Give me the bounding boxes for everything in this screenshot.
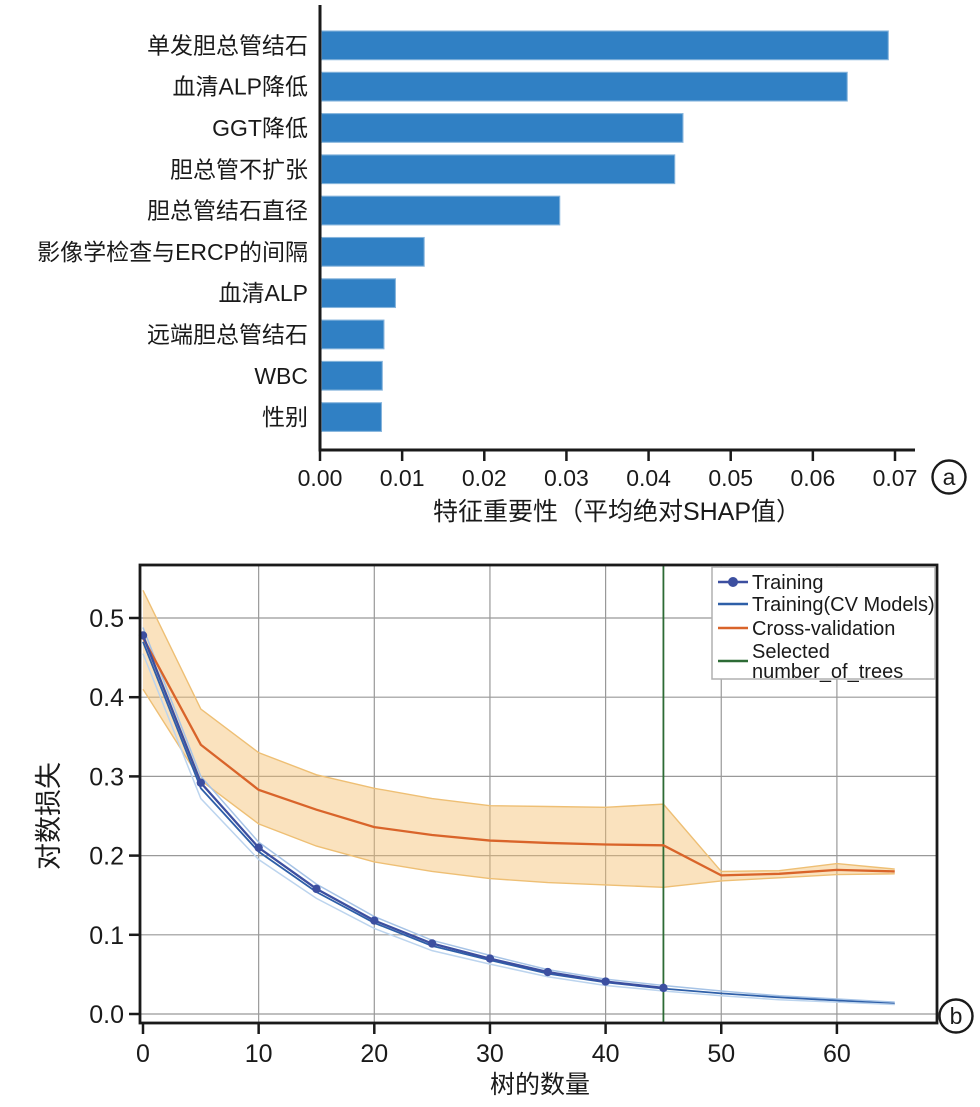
bar-1 bbox=[320, 71, 848, 102]
x-tick-label: 0.07 bbox=[873, 465, 918, 491]
panel-b-xaxis-title: 树的数量 bbox=[490, 1071, 590, 1099]
x-tick-label: 0.04 bbox=[626, 465, 671, 491]
x-tick-label: 0.06 bbox=[790, 465, 835, 491]
training-cv-strand-1 bbox=[142, 641, 895, 1005]
training-marker bbox=[601, 977, 610, 986]
bar-4 bbox=[320, 195, 561, 226]
bar-7 bbox=[320, 319, 385, 350]
legend-label-1: Training(CV Models) bbox=[752, 594, 935, 616]
x-tick-label: 0.01 bbox=[380, 465, 425, 491]
panel-b-logloss-line-chart: 0 10 20 30 40 50 60 0.0 0.1 0.2 0.3 0.4 0.5 bbox=[89, 563, 939, 1068]
legend-label-3: number_of_trees bbox=[752, 661, 903, 683]
y-tick-label: 0.5 bbox=[89, 605, 124, 633]
bar-label-5: 影像学检查与ERCP的间隔 bbox=[37, 239, 308, 265]
bar-3 bbox=[320, 154, 676, 185]
x-tick-label: 30 bbox=[476, 1040, 504, 1068]
bar-label-7: 远端胆总管结石 bbox=[147, 321, 308, 347]
training-cv-strand-0 bbox=[142, 627, 895, 1003]
panel-b-badge-circle bbox=[938, 998, 974, 1034]
training-line bbox=[141, 635, 664, 990]
x-tick-label: 0.00 bbox=[298, 465, 343, 491]
x-tick-label: 20 bbox=[360, 1040, 388, 1068]
legend-box bbox=[711, 566, 936, 680]
panel-a-badge-circle bbox=[931, 459, 967, 495]
panel-a-xaxis-title: 特征重要性（平均绝对SHAP值） bbox=[433, 498, 801, 526]
legend-label-2: Cross-validation bbox=[752, 618, 895, 640]
bar-label-1: 血清ALP降低 bbox=[173, 74, 308, 100]
training-marker bbox=[543, 967, 552, 977]
band-lower-edge bbox=[142, 688, 895, 888]
cross-validation-line bbox=[141, 637, 895, 877]
panel-b-yaxis-title: 对数损失 bbox=[34, 762, 64, 870]
x-tick-label: 50 bbox=[707, 1040, 735, 1068]
training-marker bbox=[312, 884, 321, 894]
bar-8 bbox=[320, 360, 383, 391]
x-tick-label: 0.03 bbox=[544, 465, 589, 491]
bar-label-2: GGT降低 bbox=[212, 115, 308, 141]
panel-a-badge-letter: a bbox=[943, 464, 956, 490]
panel-b-badge-letter: b bbox=[950, 1003, 963, 1029]
bar-label-9: 性别 bbox=[262, 404, 308, 430]
training-marker bbox=[196, 778, 206, 787]
x-tick-label: 10 bbox=[245, 1040, 273, 1068]
training-cv-strand-2 bbox=[142, 653, 895, 1006]
legend-label-0: Training bbox=[752, 572, 824, 594]
y-tick-label: 0.2 bbox=[89, 843, 124, 871]
y-tick-label: 0.4 bbox=[89, 684, 124, 712]
bar-5 bbox=[320, 236, 425, 267]
training-marker bbox=[254, 843, 263, 852]
x-tick-label: 60 bbox=[823, 1040, 851, 1068]
y-tick-label: 0.3 bbox=[89, 763, 124, 791]
training-marker bbox=[427, 939, 437, 948]
legend-marker-0 bbox=[728, 577, 738, 587]
plot-border bbox=[138, 563, 939, 1025]
bar-0 bbox=[320, 30, 889, 61]
bar-9 bbox=[320, 402, 383, 432]
bar-6 bbox=[320, 278, 396, 309]
training-marker bbox=[659, 983, 668, 993]
bar-label-0: 单发胆总管结石 bbox=[147, 32, 308, 58]
bar-label-8: WBC bbox=[254, 363, 308, 389]
x-tick-label: 0.05 bbox=[708, 465, 753, 491]
bar-label-3: 胆总管不扩张 bbox=[170, 156, 308, 182]
x-tick-label: 40 bbox=[592, 1040, 620, 1068]
legend-label-3: Selected bbox=[752, 641, 830, 663]
x-tick-label: 0.02 bbox=[462, 465, 507, 491]
training-marker bbox=[485, 954, 495, 963]
bar-label-4: 胆总管结石直径 bbox=[147, 198, 308, 224]
y-tick-label: 0.0 bbox=[89, 1001, 124, 1029]
band-upper-edge bbox=[142, 589, 895, 873]
bar-label-6: 血清ALP bbox=[219, 280, 308, 306]
bar-2 bbox=[320, 113, 684, 143]
x-tick-label: 0 bbox=[136, 1040, 150, 1068]
training-marker bbox=[370, 916, 379, 925]
y-tick-label: 0.1 bbox=[89, 922, 124, 950]
